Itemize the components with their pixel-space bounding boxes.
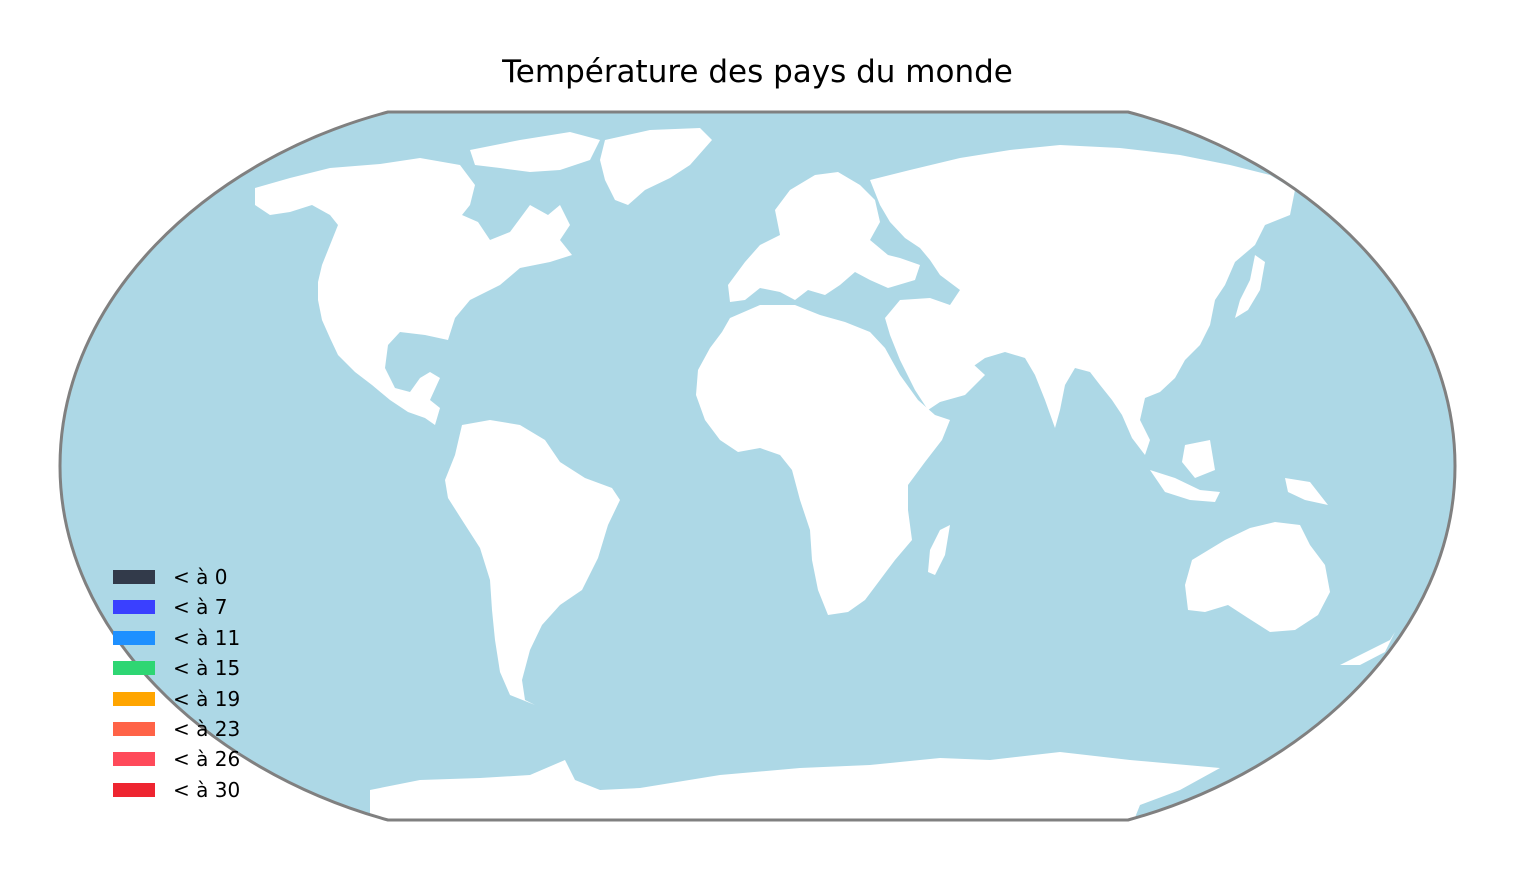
- legend-swatch: [113, 661, 155, 676]
- legend-label: < à 23: [173, 716, 241, 741]
- landmass-asia: [870, 145, 1295, 455]
- landmass-new-zealand: [1340, 632, 1395, 665]
- landmass-south-america: [445, 420, 620, 705]
- map-title: Température des pays du monde: [502, 54, 1013, 90]
- landmass-greenland: [600, 128, 712, 205]
- landmass-africa: [696, 305, 950, 615]
- landmass-japan: [1235, 255, 1265, 318]
- landmass-arctic-islands: [470, 132, 600, 172]
- legend-swatch: [113, 721, 155, 736]
- landmasses: [255, 128, 1395, 820]
- legend-label: < à 15: [173, 656, 241, 681]
- legend-swatch: [113, 782, 155, 797]
- legend-swatch: [113, 630, 155, 645]
- legend-swatch: [113, 752, 155, 767]
- legend-label: < à 26: [173, 747, 241, 772]
- legend-label: < à 30: [173, 777, 241, 802]
- map-frame: [58, 110, 1457, 822]
- landmass-europe: [728, 172, 920, 302]
- landmass-north-america: [255, 158, 572, 425]
- legend-label: < à 11: [173, 625, 241, 650]
- landmass-madagascar: [928, 525, 950, 575]
- landmass-australia: [1185, 522, 1330, 632]
- legend-label: < à 7: [173, 595, 228, 620]
- legend-label: < à 0: [173, 565, 228, 589]
- legend-swatch: [113, 600, 155, 615]
- landmass-arabia: [895, 335, 985, 402]
- legend-swatch: [113, 570, 155, 584]
- legend-swatch: [113, 691, 155, 706]
- legend-label: < à 19: [173, 686, 241, 711]
- landmass-indonesia: [1150, 440, 1328, 505]
- landmass-antarctica: [370, 752, 1220, 820]
